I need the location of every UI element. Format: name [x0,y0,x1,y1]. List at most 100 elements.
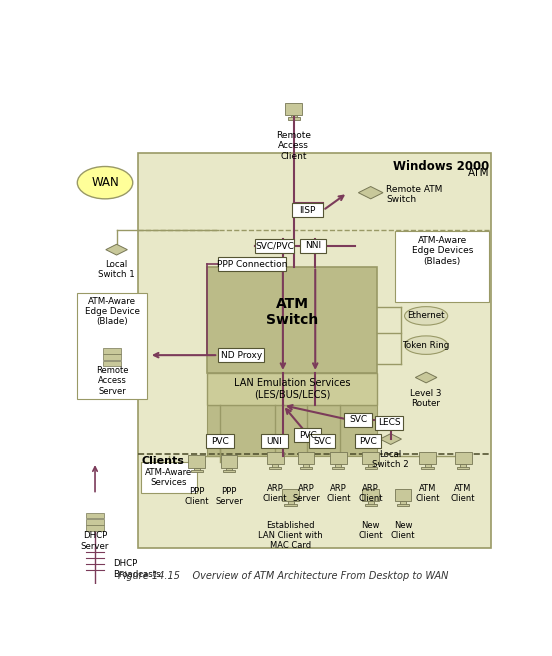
Text: ARP
Client: ARP Client [358,483,383,503]
Text: ATM: ATM [468,168,489,178]
Text: SVC: SVC [313,437,331,446]
Bar [364,467,377,469]
Text: LECS: LECS [378,419,400,428]
Text: Remote
Access
Server: Remote Access Server [95,366,128,396]
Bar [375,416,403,430]
Text: ATM-Aware
Services: ATM-Aware Services [145,468,193,487]
Bar [362,489,379,501]
Text: IISP: IISP [299,206,316,215]
Bar [272,464,278,468]
Text: WAN: WAN [91,176,119,189]
Bar [226,468,232,470]
Text: Level 3
Router: Level 3 Router [410,389,442,409]
Bar [208,373,377,405]
Text: LAN Emulation Services
(LES/BUS/LECS): LAN Emulation Services (LES/BUS/LECS) [234,379,351,400]
Polygon shape [415,372,437,383]
Bar [309,434,335,448]
Bar [419,452,436,464]
Bar [141,462,197,493]
Bar [194,468,200,470]
Bar [218,257,286,271]
Text: SVC/PVC: SVC/PVC [255,241,294,251]
Bar [397,504,409,506]
Text: Local
Switch 2: Local Switch 2 [373,450,409,469]
Text: Remote ATM
Switch: Remote ATM Switch [386,185,443,205]
Text: ATM
Client: ATM Client [416,483,440,503]
Bar [284,504,297,506]
Bar [300,467,312,469]
Bar [364,504,377,506]
Ellipse shape [405,336,448,354]
Bar [457,467,469,469]
Bar [282,489,299,501]
Bar [86,519,104,525]
Text: PPP Connection: PPP Connection [217,260,287,269]
Text: PVC: PVC [359,437,377,446]
Text: PPP
Server: PPP Server [215,487,243,506]
Text: Remote
Access
Client: Remote Access Client [276,131,311,161]
Bar [255,239,294,253]
Text: ATM-Aware
Edge Devices
(Blades): ATM-Aware Edge Devices (Blades) [412,236,473,266]
Bar [290,115,297,118]
Text: ARP
Client: ARP Client [263,483,288,503]
Bar [288,117,300,119]
Bar [218,348,264,362]
Bar [460,464,466,468]
Bar [422,467,434,469]
Bar [294,428,321,442]
Text: SVC: SVC [349,415,368,424]
Text: Token Ring: Token Ring [402,340,450,350]
Bar [103,361,121,366]
Bar [267,452,284,464]
Text: ARP
Client: ARP Client [326,483,351,503]
Text: DHCP
Broadcasts: DHCP Broadcasts [114,559,161,579]
Text: NNI: NNI [305,241,321,251]
Bar [138,153,491,548]
Bar [455,452,471,464]
Polygon shape [358,186,383,199]
Bar [221,455,237,468]
Bar [188,455,205,468]
Bar [362,452,379,464]
Text: ATM
Switch: ATM Switch [266,297,319,327]
Bar [208,405,377,456]
Text: New
Client: New Client [358,521,383,540]
Bar [269,467,282,469]
Ellipse shape [77,167,132,199]
Bar [103,354,121,359]
Text: PVC: PVC [211,437,229,446]
Text: PPP
Client: PPP Client [184,487,209,506]
Text: PVC: PVC [299,431,316,440]
Bar [298,452,315,464]
Bar [424,464,431,468]
Polygon shape [106,244,128,255]
Text: ATM
Client: ATM Client [451,483,475,503]
Text: Figure 14.15    Overview of ATM Architecture From Desktop to WAN: Figure 14.15 Overview of ATM Architectur… [118,571,448,581]
Text: Ethernet: Ethernet [407,312,445,320]
Bar [332,467,344,469]
Bar [77,293,147,399]
Bar [344,413,372,427]
Bar [261,434,288,448]
Bar [400,501,406,504]
Bar [368,501,374,504]
Bar [285,102,302,115]
Bar [86,525,104,531]
Text: Clients: Clients [141,456,184,466]
Text: ATM-Aware
Edge Device
(Blade): ATM-Aware Edge Device (Blade) [84,297,140,327]
Bar [330,452,347,464]
Bar [103,348,121,354]
Bar [190,470,203,472]
Text: UNI: UNI [267,437,283,446]
Bar [288,501,294,504]
Bar [300,239,326,253]
Bar [355,434,381,448]
Bar [86,513,104,518]
Text: Local
Switch 1: Local Switch 1 [98,260,135,279]
Bar [292,203,323,217]
Text: Established
LAN Client with
MAC Card: Established LAN Client with MAC Card [258,521,323,550]
Polygon shape [380,434,401,445]
Bar [335,464,342,468]
Bar [395,489,411,501]
Bar [208,266,377,373]
